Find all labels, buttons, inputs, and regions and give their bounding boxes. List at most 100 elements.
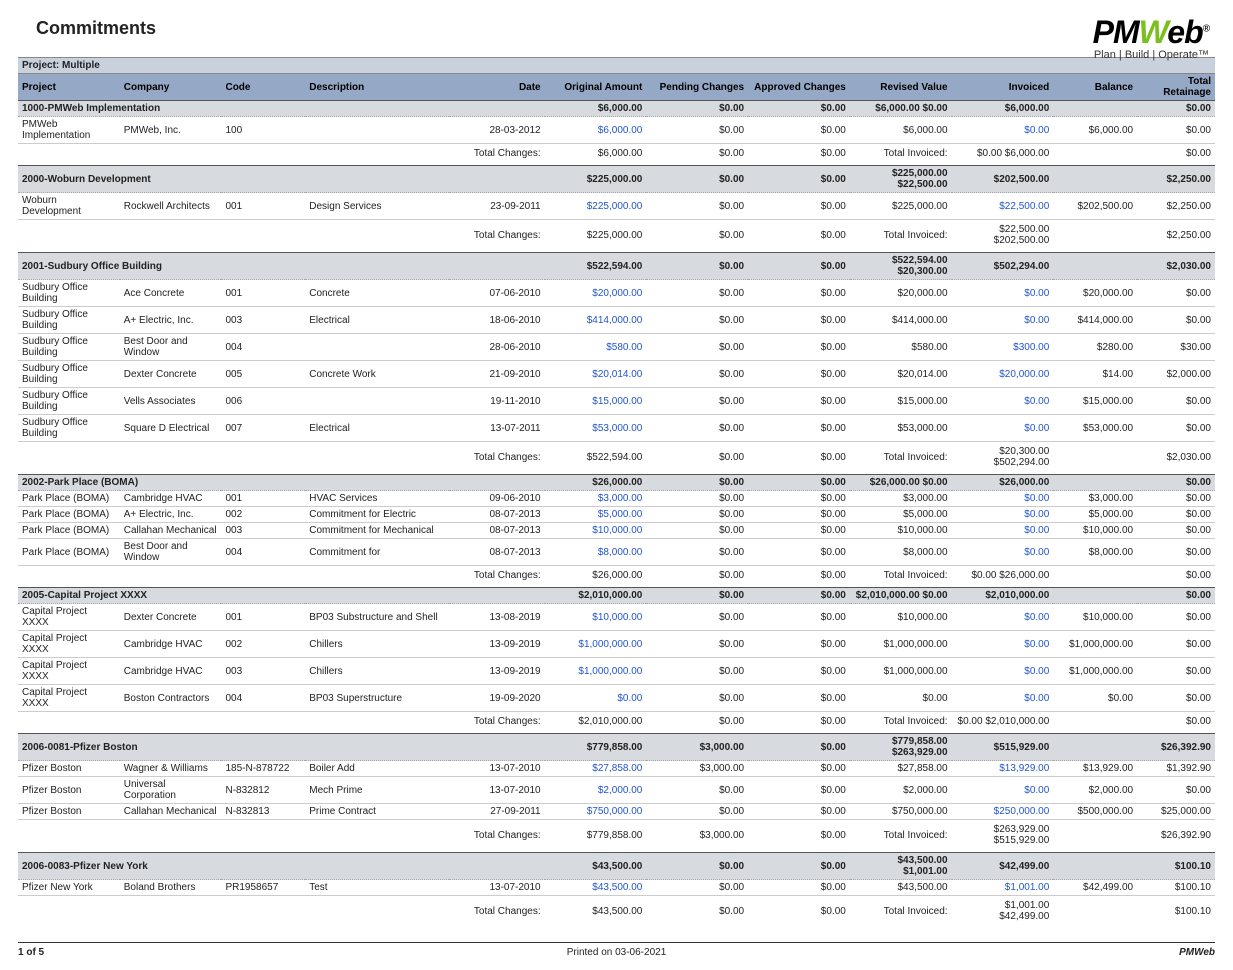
cell-description (305, 388, 449, 415)
cell-company: Dexter Concrete (120, 361, 222, 388)
table-row: Capital Project XXXXCambridge HVAC002Chi… (18, 631, 1215, 658)
grp-revised: $2,010,000.00 $0.00 (850, 588, 952, 604)
cell-code: 001 (221, 193, 305, 220)
lbl-total-invoiced: Total Invoiced: (850, 144, 952, 166)
cell-revised: $15,000.00 (850, 388, 952, 415)
lbl-total-invoiced: Total Invoiced: (850, 712, 952, 734)
cell-project: Capital Project XXXX (18, 604, 120, 631)
group-totals: Total Changes:$2,010,000.00$0.00$0.00Tot… (18, 712, 1215, 734)
spacer2 (1053, 820, 1137, 853)
cell-invoiced: $0.00 (952, 117, 1054, 144)
table-row: Park Place (BOMA)A+ Electric, Inc.002Com… (18, 507, 1215, 523)
cell-description: Commitment for Electric (305, 507, 449, 523)
lbl-total-invoiced: Total Invoiced: (850, 220, 952, 253)
cell-original: $1,000,000.00 (545, 658, 647, 685)
cell-original: $27,858.00 (545, 761, 647, 777)
cell-pending: $0.00 (646, 361, 748, 388)
cell-balance: $1,000,000.00 (1053, 631, 1137, 658)
cell-pending: $0.00 (646, 491, 748, 507)
grp-original: $779,858.00 (545, 734, 647, 761)
col-header-company: Company (120, 74, 222, 101)
cell-approved: $0.00 (748, 361, 850, 388)
grp-invoiced: $515,929.00 (952, 734, 1054, 761)
table-row: Woburn DevelopmentRockwell Architects001… (18, 193, 1215, 220)
spacer (18, 442, 305, 475)
tot-changes-original: $26,000.00 (545, 566, 647, 588)
group-header: 1000-PMWeb Implementation$6,000.00$0.00$… (18, 101, 1215, 117)
cell-description: Electrical (305, 307, 449, 334)
lbl-total-changes: Total Changes: (305, 820, 544, 853)
cell-date: 13-07-2010 (449, 777, 545, 804)
cell-approved: $0.00 (748, 658, 850, 685)
cell-retainage: $0.00 (1137, 523, 1215, 539)
cell-retainage: $0.00 (1137, 539, 1215, 566)
cell-pending: $0.00 (646, 523, 748, 539)
cell-date: 13-07-2010 (449, 880, 545, 896)
group-name: 2005-Capital Project XXXX (18, 588, 545, 604)
col-header-description: Description (305, 74, 449, 101)
grp-retainage: $0.00 (1137, 588, 1215, 604)
cell-balance: $42,499.00 (1053, 880, 1137, 896)
cell-approved: $0.00 (748, 604, 850, 631)
table-row: Sudbury Office BuildingA+ Electric, Inc.… (18, 307, 1215, 334)
grp-revised: $522,594.00 $20,300.00 (850, 253, 952, 280)
cell-original: $580.00 (545, 334, 647, 361)
grp-balance (1053, 166, 1137, 193)
cell-project: Park Place (BOMA) (18, 523, 120, 539)
cell-approved: $0.00 (748, 523, 850, 539)
grp-pending: $0.00 (646, 475, 748, 491)
cell-revised: $43,500.00 (850, 880, 952, 896)
grp-pending: $0.00 (646, 588, 748, 604)
grp-invoiced: $202,500.00 (952, 166, 1054, 193)
cell-revised: $20,014.00 (850, 361, 952, 388)
cell-retainage: $0.00 (1137, 491, 1215, 507)
cell-approved: $0.00 (748, 491, 850, 507)
table-row: Sudbury Office BuildingAce Concrete001Co… (18, 280, 1215, 307)
tot-changes-original: $225,000.00 (545, 220, 647, 253)
cell-original: $225,000.00 (545, 193, 647, 220)
footer: 1 of 5 Printed on 03-06-2021 PMWeb (18, 942, 1215, 958)
cell-company: Ace Concrete (120, 280, 222, 307)
cell-date: 18-06-2010 (449, 307, 545, 334)
grp-retainage: $2,250.00 (1137, 166, 1215, 193)
tot-retainage: $26,392.90 (1137, 820, 1215, 853)
tot-changes-approved: $0.00 (748, 144, 850, 166)
cell-code: 001 (221, 491, 305, 507)
cell-company: Cambridge HVAC (120, 631, 222, 658)
cell-retainage: $0.00 (1137, 631, 1215, 658)
grp-invoiced: $42,499.00 (952, 853, 1054, 880)
cell-revised: $750,000.00 (850, 804, 952, 820)
grp-approved: $0.00 (748, 475, 850, 491)
cell-approved: $0.00 (748, 777, 850, 804)
grp-original: $6,000.00 (545, 101, 647, 117)
cell-invoiced: $22,500.00 (952, 193, 1054, 220)
cell-invoiced: $0.00 (952, 307, 1054, 334)
cell-approved: $0.00 (748, 804, 850, 820)
cell-invoiced: $0.00 (952, 491, 1054, 507)
group-name: 1000-PMWeb Implementation (18, 101, 545, 117)
grp-retainage: $100.10 (1137, 853, 1215, 880)
col-header-date: Date (449, 74, 545, 101)
tot-changes-approved: $0.00 (748, 220, 850, 253)
cell-project: Sudbury Office Building (18, 334, 120, 361)
spacer2 (1053, 566, 1137, 588)
tot-changes-approved: $0.00 (748, 566, 850, 588)
cell-code: 002 (221, 631, 305, 658)
table-row: Capital Project XXXXCambridge HVAC003Chi… (18, 658, 1215, 685)
spacer (18, 144, 305, 166)
cell-date: 13-09-2019 (449, 631, 545, 658)
cell-retainage: $100.10 (1137, 880, 1215, 896)
report-body: Project: Multiple ProjectCompanyCodeDesc… (18, 57, 1215, 928)
cell-company: Dexter Concrete (120, 604, 222, 631)
spacer2 (1053, 220, 1137, 253)
cell-date: 28-06-2010 (449, 334, 545, 361)
grp-balance (1053, 588, 1137, 604)
cell-code: 001 (221, 604, 305, 631)
grp-revised: $26,000.00 $0.00 (850, 475, 952, 491)
cell-revised: $10,000.00 (850, 523, 952, 539)
grp-invoiced: $2,010,000.00 (952, 588, 1054, 604)
cell-approved: $0.00 (748, 761, 850, 777)
col-header-revised: Revised Value (850, 74, 952, 101)
cell-code: 004 (221, 539, 305, 566)
cell-description: HVAC Services (305, 491, 449, 507)
